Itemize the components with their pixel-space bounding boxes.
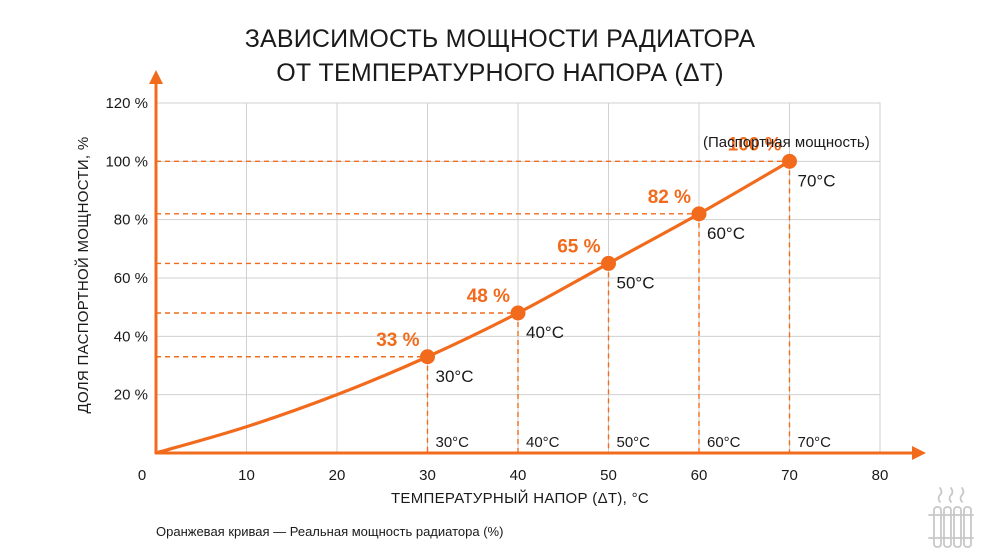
guide-lines [156, 160, 791, 453]
x-tick-label: 40 [510, 467, 527, 484]
chart-title-line-2: ОТ ТЕМПЕРАТУРНОГО НАПОРА (ΔТ) [276, 59, 724, 87]
x-tick-label: 70 [781, 467, 798, 484]
x-tick-label: 20 [329, 467, 346, 484]
y-axis-title: ДОЛЯ ПАСПОРТНОЙ МОЩНОСТИ, % [74, 137, 92, 414]
y-tick-label: 80 % [114, 212, 148, 229]
y-tick-label: 60 % [114, 270, 148, 287]
chart-title-line-1: ЗАВИСИМОСТЬ МОЩНОСТИ РАДИАТОРА [244, 25, 756, 53]
y-tick-label: 100 % [105, 153, 148, 170]
data-point [691, 206, 707, 222]
chart-title: ЗАВИСИМОСТЬ МОЩНОСТИ РАДИАТОРА ОТ ТЕМПЕР… [0, 22, 1000, 90]
data-point [782, 153, 797, 169]
grid [155, 102, 881, 454]
x-tick-label: 50 [600, 467, 617, 484]
data-label-temperature: 30°С [436, 367, 474, 386]
data-label-percent: 82 % [648, 187, 691, 208]
data-label-percent: 100 % [728, 134, 782, 155]
x-tick-label: 10 [238, 467, 255, 484]
data-label-temperature: 40°С [526, 323, 564, 342]
x-axis-title: ТЕМПЕРАТУРНЫЙ НАПОР (ΔТ), °С [391, 489, 649, 507]
x-tick-label: 0 [138, 467, 146, 484]
x-tick-label: 30 [419, 467, 436, 484]
axes [149, 70, 926, 460]
data-label-temperature: 70°С [798, 171, 836, 190]
data-label-temperature: 50°С [617, 273, 655, 292]
x-tick-label: 60 [691, 467, 708, 484]
data-label-temperature: 60°С [707, 224, 745, 243]
data-label-percent: 33 % [376, 330, 419, 351]
markers: 33 % 30°С 30°С 48 % 40°С 40°С 65 % 50°С 50°С 82 %… [376, 134, 835, 451]
power-curve-line [154, 159, 792, 455]
y-axis-arrow [149, 70, 163, 84]
legend-caption: Оранжевая кривая — Реальная мощность рад… [156, 524, 504, 539]
baseline-temperature-label: 30°С [436, 434, 470, 451]
baseline-temperature-label: 70°С [798, 434, 832, 451]
curve-layer [154, 159, 792, 455]
data-point [601, 255, 616, 271]
data-label-percent: 65 % [557, 236, 600, 257]
tick-labels: 0 10 20 30 40 50 60 70 80 20 % 40 % 60 % 80 % 100 % 12… [105, 95, 888, 484]
x-tick-label: 80 [872, 467, 889, 484]
baseline-temperature-label: 60°С [707, 434, 741, 451]
baseline-temperature-label: 40°С [526, 434, 560, 451]
data-point [510, 305, 526, 321]
rated-power-annotation: (Паспортная мощность) [703, 134, 870, 151]
data-point [420, 349, 435, 365]
x-axis-arrow [912, 446, 926, 460]
radiator-icon [928, 487, 974, 548]
y-tick-label: 120 % [105, 95, 148, 112]
y-tick-label: 40 % [114, 328, 148, 345]
data-label-percent: 48 % [467, 286, 510, 307]
baseline-temperature-label: 50°С [617, 434, 651, 451]
y-tick-label: 20 % [114, 387, 148, 404]
